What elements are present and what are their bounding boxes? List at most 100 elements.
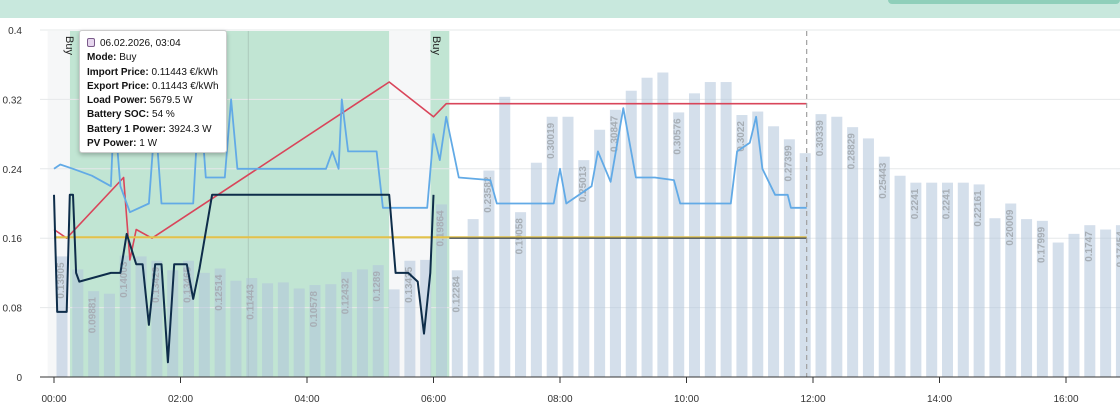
tooltip-mode-row: Mode: Buy xyxy=(87,51,226,65)
tooltip-bat1-row: Battery 1 Power: 3924.3 W xyxy=(87,123,226,137)
bar-value-label: 0.10578 xyxy=(309,291,320,328)
price-bar xyxy=(736,115,748,377)
series-line xyxy=(53,89,807,214)
tooltip-load: 5679.5 W xyxy=(149,95,193,107)
top-band xyxy=(0,0,1120,18)
price-bar xyxy=(942,182,953,377)
x-tick-label: 00:00 xyxy=(41,394,66,405)
price-bar xyxy=(262,283,274,377)
x-tick-label: 16:00 xyxy=(1053,394,1078,405)
bar-value-label: 0.1289 xyxy=(372,271,383,302)
tooltip-pv-row: PV Power: 1 W xyxy=(87,137,226,151)
price-bar xyxy=(72,269,84,377)
bar-labels: 0.13905 0.09881 0.14003 0.13429 0.13465 0.125… xyxy=(56,115,1120,333)
bar-value-label: 0.12432 xyxy=(341,278,352,315)
price-bar xyxy=(119,255,131,377)
x-tick-label: 14:00 xyxy=(927,394,952,405)
price-bar xyxy=(1100,229,1112,377)
bar-value-label: 0.2241 xyxy=(910,188,921,219)
price-bar xyxy=(957,182,969,377)
tooltip-pv-label: PV Power: xyxy=(87,138,137,150)
tooltip-pv: 1 W xyxy=(139,138,158,150)
series-lines xyxy=(53,81,807,364)
price-bar xyxy=(657,72,669,377)
price-bar xyxy=(325,284,337,377)
price-bar xyxy=(404,260,416,377)
tooltip-mode-label: Mode: xyxy=(87,52,117,64)
price-bar xyxy=(578,160,590,377)
price-bar xyxy=(214,268,226,377)
x-tick-label: 04:00 xyxy=(294,394,319,405)
price-bar xyxy=(483,170,495,377)
tooltip-import-label: Import Price: xyxy=(87,66,149,78)
y-tick-label: 0.16 xyxy=(3,234,23,245)
price-bar xyxy=(720,82,732,378)
price-bar xyxy=(436,204,447,377)
tooltip-import: 0.11443 €/kWh xyxy=(151,66,218,78)
price-bar xyxy=(451,270,463,377)
bar-value-label: 0.13435 xyxy=(404,266,415,303)
bar-value-label: 0.2241 xyxy=(942,188,953,219)
price-bar xyxy=(356,269,368,377)
mode-labels: Buy Buy xyxy=(63,36,442,55)
x-tick-label: 02:00 xyxy=(168,394,193,405)
calendar-icon xyxy=(87,38,95,47)
bar-value-label: 0.30019 xyxy=(546,122,557,159)
y-tick-label: 0 xyxy=(16,373,22,384)
price-bar xyxy=(230,280,242,377)
x-tick-label: 06:00 xyxy=(421,394,446,405)
price-bar xyxy=(167,270,179,377)
bar-value-label: 0.17999 xyxy=(1036,226,1047,263)
price-bar xyxy=(530,162,542,377)
bar-value-label: 0.19058 xyxy=(515,218,526,255)
bar-value-label: 0.25443 xyxy=(878,162,889,199)
tooltip-bat1-label: Battery 1 Power: xyxy=(87,123,166,135)
y-tick-label: 0.24 xyxy=(3,165,23,176)
price-bar xyxy=(768,126,780,377)
bar-value-label: 0.30847 xyxy=(609,115,620,152)
price-bar xyxy=(341,272,353,377)
bar-value-label: 0.22161 xyxy=(973,190,984,227)
price-bar xyxy=(309,285,321,377)
price-bar xyxy=(1036,220,1048,377)
price-bar xyxy=(1084,225,1096,377)
price-bar xyxy=(546,116,558,377)
price-bar xyxy=(799,153,811,377)
bar-value-label: 0.13429 xyxy=(151,266,162,303)
price-bar xyxy=(246,278,258,377)
top-pill-shape xyxy=(888,0,1120,4)
tooltip-soc-label: Battery SOC: xyxy=(87,109,150,121)
hover-tooltip: 06.02.2026, 03:04 Mode: Buy Import Price… xyxy=(79,30,227,153)
price-bar xyxy=(1115,225,1120,377)
price-bar xyxy=(1021,219,1033,377)
price-bar xyxy=(151,260,163,377)
tooltip-date: 06.02.2026, 03:04 xyxy=(100,38,181,49)
tooltip-date-row: 06.02.2026, 03:04 xyxy=(87,37,226,51)
axes: 0 0.08 0.16 0.24 0.32 0.4 00:00 02:00 04:00 06:00… xyxy=(3,26,1120,405)
price-bar xyxy=(515,212,527,377)
tooltip-load-label: Load Power: xyxy=(87,95,148,107)
price-bar xyxy=(372,265,384,377)
price-bars xyxy=(56,72,1120,378)
bar-value-label: 0.1747 xyxy=(1084,231,1095,262)
bar-value-label: 0.12284 xyxy=(451,276,462,313)
price-bar xyxy=(277,282,289,377)
bar-value-label: 0.27399 xyxy=(783,145,794,182)
tooltip-mode: Buy xyxy=(119,52,137,64)
price-bar xyxy=(752,111,764,378)
price-bar xyxy=(1068,233,1080,377)
price-bar xyxy=(198,272,210,377)
bar-value-label: 0.09881 xyxy=(88,297,99,334)
tooltip-soc-row: Battery SOC: 54 % xyxy=(87,108,226,122)
price-bar xyxy=(594,129,606,377)
mode-label: Buy xyxy=(63,36,75,55)
price-bar xyxy=(388,289,400,377)
price-bar xyxy=(783,139,795,377)
tooltip-load-row: Load Power: 5679.5 W xyxy=(87,94,226,108)
price-bar xyxy=(894,175,906,377)
x-tick-label: 08:00 xyxy=(547,394,572,405)
price-bar xyxy=(1052,242,1064,377)
x-tick-label: 12:00 xyxy=(800,394,825,405)
price-bar xyxy=(183,260,194,377)
